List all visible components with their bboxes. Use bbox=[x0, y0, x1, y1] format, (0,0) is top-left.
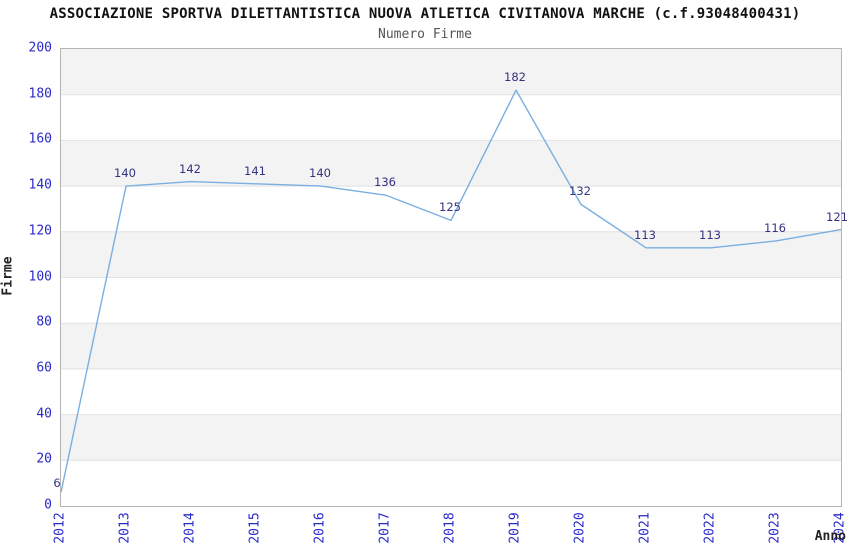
data-point-label: 116 bbox=[764, 220, 786, 235]
x-tick-label: 2022 bbox=[702, 512, 718, 544]
data-point-label: 113 bbox=[634, 227, 656, 242]
y-tick-label: 160 bbox=[28, 131, 52, 147]
y-tick-label: 140 bbox=[28, 177, 52, 193]
data-point-label: 140 bbox=[114, 166, 136, 181]
x-tick-label: 2012 bbox=[52, 512, 68, 544]
data-point-label: 125 bbox=[439, 200, 461, 215]
x-tick-label: 2015 bbox=[247, 512, 263, 544]
x-tick-label: 2013 bbox=[117, 512, 133, 544]
y-axis-title: Firme bbox=[0, 256, 16, 296]
data-point-label: 113 bbox=[699, 227, 721, 242]
data-point-label: 182 bbox=[504, 70, 526, 85]
y-tick-label: 20 bbox=[36, 451, 52, 467]
plot-area bbox=[60, 48, 842, 507]
x-tick-label: 2019 bbox=[507, 512, 523, 544]
x-tick-label: 2021 bbox=[637, 512, 653, 544]
data-point-label: 121 bbox=[826, 209, 848, 224]
chart-subtitle: Numero Firme bbox=[378, 27, 472, 42]
line-chart-svg bbox=[61, 49, 841, 493]
x-tick-label: 2017 bbox=[377, 512, 393, 544]
y-tick-label: 80 bbox=[36, 314, 52, 330]
y-tick-label: 120 bbox=[28, 223, 52, 239]
data-point-label: 140 bbox=[309, 166, 331, 181]
y-tick-label: 0 bbox=[44, 497, 52, 513]
x-tick-label: 2016 bbox=[312, 512, 328, 544]
x-tick-label: 2014 bbox=[182, 512, 198, 544]
x-tick-label: 2018 bbox=[442, 512, 458, 544]
data-point-label: 141 bbox=[244, 163, 266, 178]
x-tick-label: 2023 bbox=[767, 512, 783, 544]
y-tick-label: 200 bbox=[28, 40, 52, 56]
data-line bbox=[61, 89, 841, 493]
data-point-label: 6 bbox=[53, 476, 61, 491]
data-point-label: 136 bbox=[374, 175, 396, 190]
data-point-label: 142 bbox=[179, 161, 201, 176]
y-tick-label: 40 bbox=[36, 406, 52, 422]
x-axis-title: Anno bbox=[814, 529, 846, 544]
data-point-label: 132 bbox=[569, 184, 591, 199]
y-tick-label: 180 bbox=[28, 86, 52, 102]
chart-title: ASSOCIAZIONE SPORTVA DILETTANTISTICA NUO… bbox=[49, 6, 801, 22]
y-tick-label: 100 bbox=[28, 269, 52, 284]
x-tick-label: 2020 bbox=[572, 512, 588, 544]
y-tick-label: 60 bbox=[36, 360, 52, 376]
